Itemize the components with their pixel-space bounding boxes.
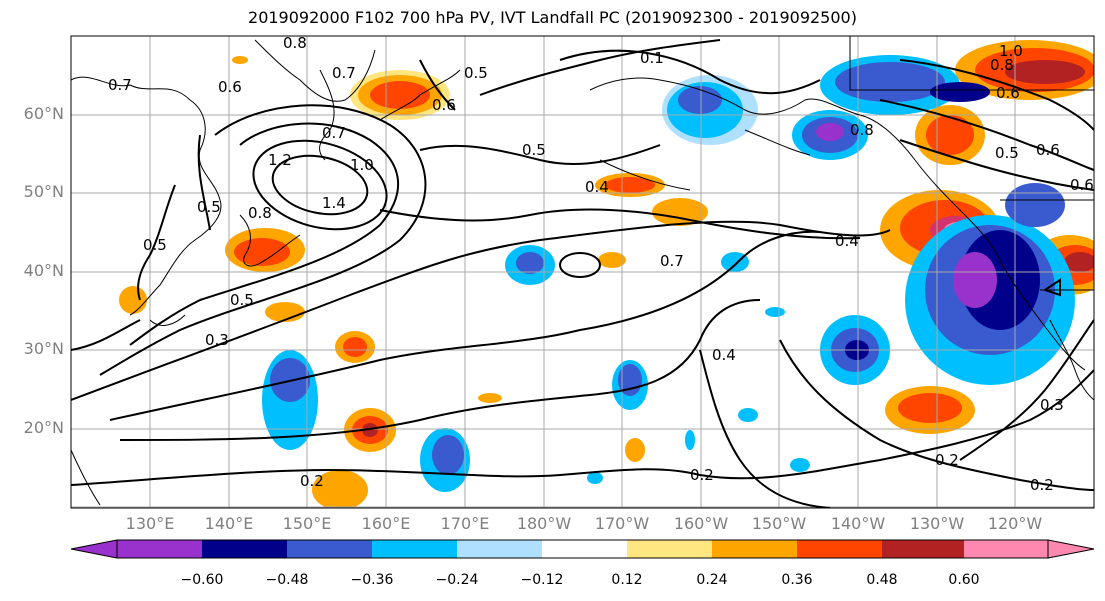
contour-label: 0.8 [990, 56, 1014, 74]
contour-label: 0.5 [464, 64, 488, 82]
colorbar-tick-label: 0.24 [696, 572, 728, 588]
colorbar-tick-label: 0.36 [781, 572, 813, 588]
contour-label: 0.5 [197, 198, 221, 216]
lon-label: 170°E [440, 514, 490, 533]
lon-label: 170°W [594, 514, 650, 533]
contour-label: 0.5 [230, 291, 254, 309]
lat-label: 50°N [23, 182, 64, 201]
contour-label: 0.5 [143, 236, 167, 254]
colorbar-segment [202, 540, 287, 558]
contour-label: 1.4 [322, 194, 346, 212]
colorbar-tick-label: −0.12 [520, 572, 564, 588]
colorbar-segment [542, 540, 627, 558]
contour-label: 0.8 [248, 204, 272, 222]
negative-anomaly-fills [262, 55, 1075, 492]
lon-label: 140°W [830, 514, 886, 533]
contour-label: 0.6 [996, 84, 1020, 102]
lat-label: 20°N [23, 418, 64, 437]
pv-contours [71, 39, 1094, 508]
colorbar-segment [627, 540, 712, 558]
colorbar-tick-label: −0.24 [435, 572, 479, 588]
colorbar-segment [712, 540, 797, 558]
lon-label: 160°E [361, 514, 411, 533]
contour-label: 0.7 [108, 76, 132, 94]
colorbar-segment [797, 540, 882, 558]
contour-label: 0.5 [995, 144, 1019, 162]
gridlines [71, 36, 1094, 508]
lon-label: 160°W [673, 514, 729, 533]
contour-label: 0.2 [935, 451, 959, 469]
lon-label: 140°E [204, 514, 254, 533]
contour-label: 0.4 [835, 232, 859, 250]
contour-label: 0.8 [283, 34, 307, 52]
contour-label: 0.4 [712, 346, 736, 364]
contour-label: 0.7 [332, 64, 356, 82]
colorbar-segment [287, 540, 372, 558]
lon-label: 120°W [987, 514, 1043, 533]
lon-label: 150°W [751, 514, 807, 533]
lat-label: 40°N [23, 261, 64, 280]
contour-label: 0.3 [1040, 396, 1064, 414]
colorbar-arrow-right [1047, 539, 1095, 559]
contour-label: 0.7 [322, 124, 346, 142]
colorbar-tick-label: 0.12 [611, 572, 643, 588]
contour-label: 1.0 [350, 156, 374, 174]
map-frame [70, 35, 1095, 509]
contour-label: 0.4 [585, 178, 609, 196]
contour-label: 1.2 [268, 151, 292, 169]
contour-label: 0.6 [1070, 176, 1094, 194]
colorbar-segment [372, 540, 457, 558]
colorbar-tick-label: −0.48 [265, 572, 309, 588]
colorbar-segment [117, 540, 202, 558]
colorbar [70, 539, 1095, 559]
colorbar-segment [964, 540, 1048, 558]
contour-label: 0.2 [1030, 476, 1054, 494]
coastlines [71, 36, 1094, 506]
colorbar-tick-label: 0.60 [948, 572, 980, 588]
lat-label: 30°N [23, 339, 64, 358]
contour-label: 1.0 [999, 42, 1023, 60]
map-title: 2019092000 F102 700 hPa PV, IVT Landfall… [248, 8, 857, 27]
lon-label: 130°W [909, 514, 965, 533]
map-plot-area: 0.8 0.7 0.6 0.7 0.5 0.6 0.1 1.0 0.8 0.6 … [71, 34, 1094, 508]
colorbar-segment [457, 540, 542, 558]
contour-label: 0.2 [690, 466, 714, 484]
contour-label: 0.1 [640, 49, 664, 67]
contour-label: 0.6 [218, 78, 242, 96]
contour-labels: 0.8 0.7 0.6 0.7 0.5 0.6 0.1 1.0 0.8 0.6 … [108, 34, 1094, 494]
contour-label: 0.7 [660, 252, 684, 270]
lon-label: 150°E [282, 514, 332, 533]
colorbar-tick-label: −0.60 [180, 572, 224, 588]
contour-label: 0.5 [522, 141, 546, 159]
contour-label: 0.6 [432, 96, 456, 114]
contour-label: 0.2 [300, 472, 324, 490]
colorbar-tick-label: −0.36 [350, 572, 394, 588]
contour-label: 0.3 [205, 331, 229, 349]
lon-label: 130°E [125, 514, 175, 533]
colorbar-segment [882, 540, 964, 558]
lon-label: 180°W [516, 514, 572, 533]
lat-label: 60°N [23, 104, 64, 123]
colorbar-arrow-left [70, 539, 118, 559]
colorbar-tick-label: 0.48 [866, 572, 898, 588]
contour-label: 0.8 [850, 121, 874, 139]
contour-label: 0.6 [1036, 141, 1060, 159]
